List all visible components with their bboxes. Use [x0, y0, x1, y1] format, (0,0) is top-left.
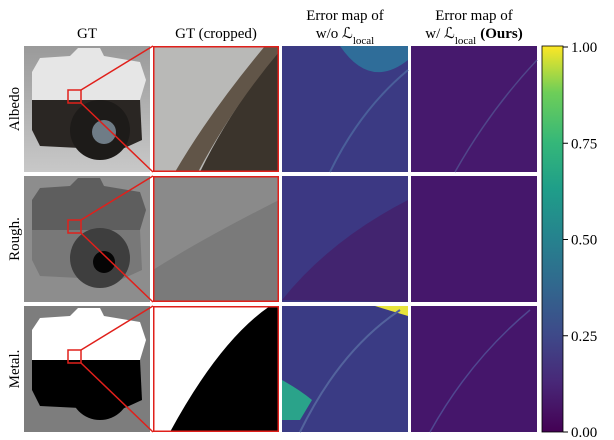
header-subscript: local — [353, 35, 374, 47]
figure: GTGT (cropped)Error map ofw/o ℒlocalErro… — [0, 0, 614, 440]
column-header: Error map of — [435, 8, 512, 24]
row-label: Albedo — [7, 87, 23, 131]
row-label: Metal. — [7, 350, 23, 389]
header-bold: (Ours) — [480, 26, 523, 42]
column-header: GT — [77, 26, 97, 42]
column-header: Error map of — [306, 8, 383, 24]
colorbar-tick-label: 0.00 — [571, 425, 597, 440]
header-text: Error map of — [306, 8, 383, 24]
error-map — [411, 46, 537, 172]
header-subscript: local — [455, 35, 476, 47]
error-map — [411, 306, 537, 432]
column-header: w/o ℒlocal — [316, 26, 374, 47]
colorbar-tick-label: 0.50 — [571, 233, 597, 249]
colorbar-tick-label: 1.00 — [571, 40, 597, 56]
column-header: GT (cropped) — [175, 26, 257, 42]
panels — [24, 46, 563, 432]
colorbar-tick-label: 0.25 — [571, 329, 597, 345]
header-text: GT — [77, 26, 97, 42]
header-text: Error map of — [435, 8, 512, 24]
colorbar-tick-label: 0.75 — [571, 136, 597, 152]
header-text: w/o ℒ — [316, 26, 353, 42]
lens — [70, 360, 130, 420]
header-text: w/ ℒ — [425, 26, 455, 42]
row-label: Rough. — [7, 217, 23, 261]
column-header: w/ ℒlocal (Ours) — [425, 26, 522, 47]
lens-glass — [92, 120, 116, 144]
error-map — [411, 176, 537, 302]
colorbar — [542, 46, 563, 432]
header-text: GT (cropped) — [175, 26, 257, 42]
